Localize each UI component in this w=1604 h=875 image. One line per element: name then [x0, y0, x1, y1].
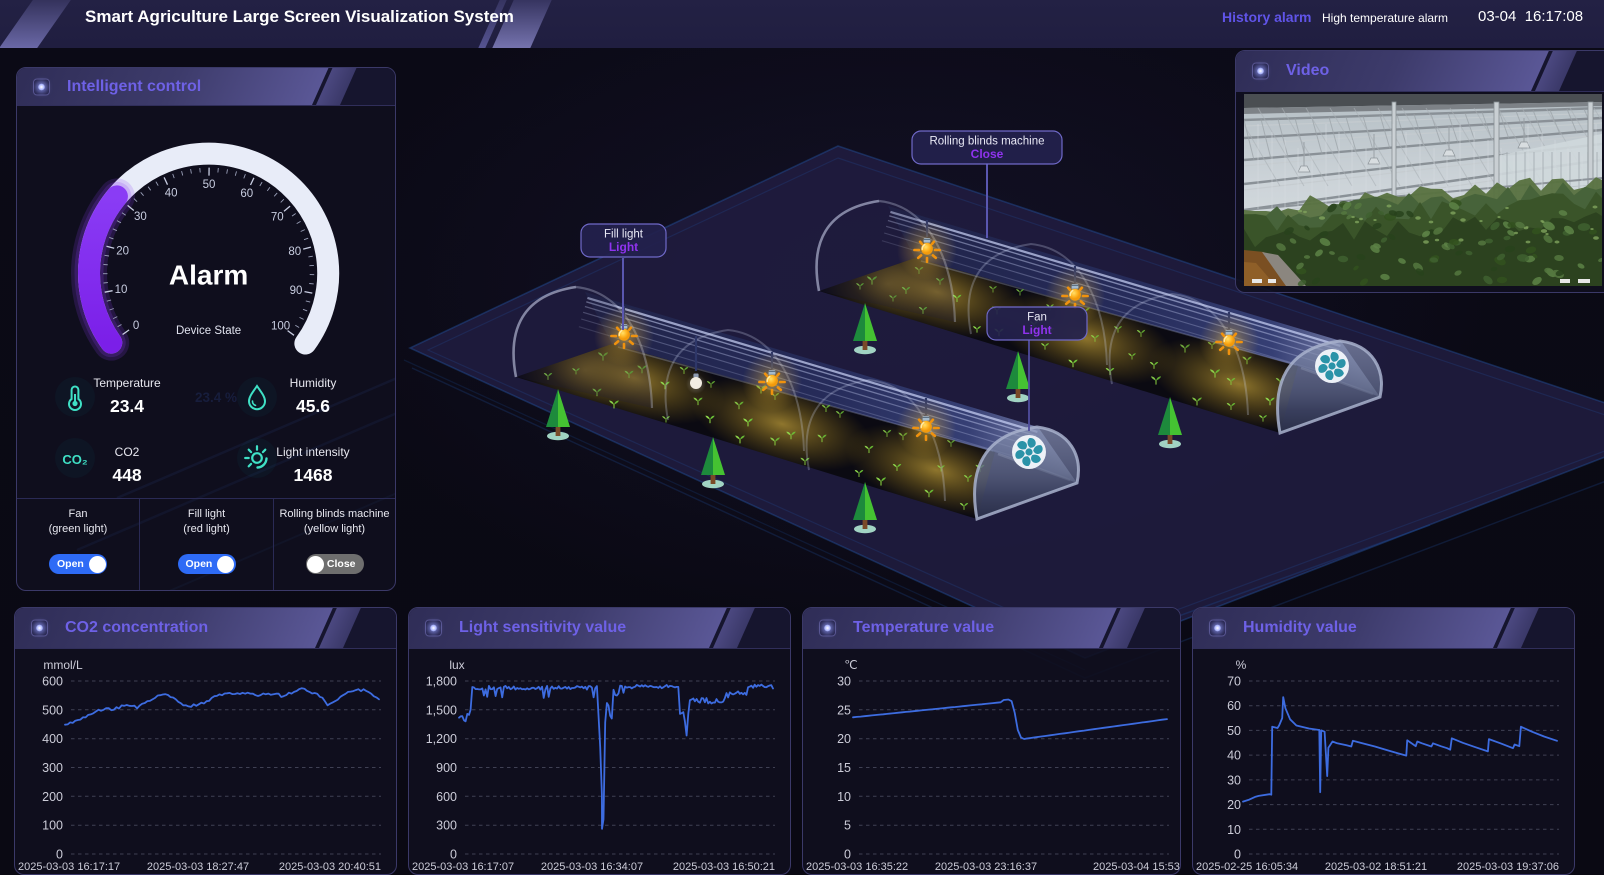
svg-text:100: 100: [42, 819, 63, 833]
svg-text:1,800: 1,800: [426, 675, 457, 689]
svg-text:℃: ℃: [844, 658, 857, 672]
svg-text:10: 10: [1227, 823, 1241, 837]
svg-text:5: 5: [844, 819, 851, 833]
svg-text:Alarm: Alarm: [169, 260, 248, 291]
svg-text:200: 200: [42, 790, 63, 804]
svg-text:2025-03-03 16:17:17: 2025-03-03 16:17:17: [18, 861, 120, 873]
svg-text:50: 50: [1227, 724, 1241, 738]
svg-text:900: 900: [436, 761, 457, 775]
svg-text:1,200: 1,200: [426, 732, 457, 746]
svg-text:2025-03-03 18:27:47: 2025-03-03 18:27:47: [147, 861, 249, 873]
svg-text:2025-03-03 16:17:07: 2025-03-03 16:17:07: [412, 861, 514, 873]
svg-text:Device State: Device State: [176, 325, 241, 337]
svg-text:10: 10: [115, 284, 128, 296]
svg-text:2025-03-03 20:40:51: 2025-03-03 20:40:51: [279, 861, 381, 873]
svg-text:2025-03-03 16:35:22: 2025-03-03 16:35:22: [806, 861, 908, 873]
svg-text:1,500: 1,500: [426, 703, 457, 717]
svg-text:2025-03-03 16:34:07: 2025-03-03 16:34:07: [541, 861, 643, 873]
svg-text:70: 70: [1227, 675, 1241, 689]
svg-text:20: 20: [116, 246, 129, 258]
svg-text:mmol/L: mmol/L: [43, 658, 83, 672]
svg-text:600: 600: [42, 675, 63, 689]
svg-text:2025-03-02 18:51:21: 2025-03-02 18:51:21: [1325, 861, 1427, 873]
svg-text:25: 25: [837, 703, 851, 717]
svg-text:2025-03-04 15:53:49: 2025-03-04 15:53:49: [1093, 861, 1181, 873]
svg-text:60: 60: [240, 188, 253, 200]
svg-text:40: 40: [1227, 749, 1241, 763]
svg-text:Fill light: Fill light: [604, 229, 644, 241]
svg-text:30: 30: [134, 211, 147, 223]
svg-text:500: 500: [42, 703, 63, 717]
svg-text:90: 90: [290, 285, 303, 297]
svg-text:600: 600: [436, 790, 457, 804]
svg-text:20: 20: [1227, 798, 1241, 812]
svg-text:0: 0: [133, 320, 139, 332]
svg-text:40: 40: [165, 188, 178, 200]
svg-text:0: 0: [56, 848, 63, 862]
svg-text:Rolling blinds machine: Rolling blinds machine: [929, 136, 1044, 148]
svg-text:0: 0: [844, 848, 851, 862]
svg-text:Fan: Fan: [1027, 312, 1047, 324]
svg-text:50: 50: [203, 179, 216, 191]
svg-text:0: 0: [450, 848, 457, 862]
svg-text:2025-03-03 23:16:37: 2025-03-03 23:16:37: [935, 861, 1037, 873]
svg-text:70: 70: [271, 212, 284, 224]
svg-text:CO₂: CO₂: [62, 452, 88, 467]
svg-text:Close: Close: [971, 147, 1004, 161]
svg-text:100: 100: [271, 321, 290, 333]
svg-text:Light: Light: [1022, 323, 1051, 337]
svg-text:2025-02-25 16:05:34: 2025-02-25 16:05:34: [1196, 861, 1298, 873]
svg-text:15: 15: [837, 761, 851, 775]
svg-text:20: 20: [837, 732, 851, 746]
svg-text:2025-03-03 19:37:06: 2025-03-03 19:37:06: [1457, 861, 1559, 873]
svg-text:80: 80: [288, 246, 301, 258]
svg-text:30: 30: [1227, 773, 1241, 787]
svg-text:30: 30: [837, 675, 851, 689]
svg-text:0: 0: [1234, 848, 1241, 862]
svg-text:Light: Light: [609, 240, 638, 254]
svg-text:400: 400: [42, 732, 63, 746]
svg-text:lux: lux: [449, 658, 464, 672]
svg-text:300: 300: [436, 819, 457, 833]
svg-text:300: 300: [42, 761, 63, 775]
svg-text:10: 10: [837, 790, 851, 804]
svg-text:2025-03-03 16:50:21: 2025-03-03 16:50:21: [673, 861, 775, 873]
svg-text:60: 60: [1227, 699, 1241, 713]
svg-text:%: %: [1236, 658, 1247, 672]
